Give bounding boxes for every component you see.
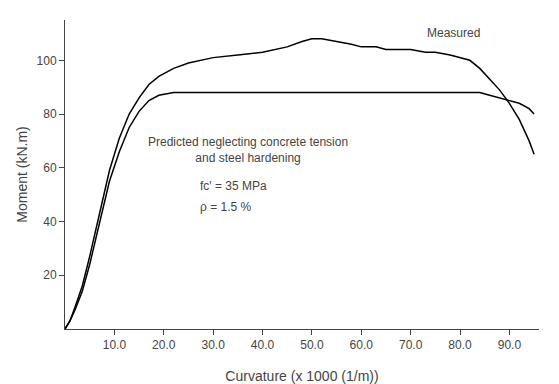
svg-text:90.0: 90.0: [498, 338, 522, 352]
svg-text:Moment (kN.m): Moment (kN.m): [14, 126, 30, 222]
svg-text:Predicted neglecting concrete: Predicted neglecting concrete tensionand…: [148, 135, 348, 165]
svg-text:20.0: 20.0: [152, 338, 176, 352]
svg-text:fc′ = 35 MPa: fc′ = 35 MPa: [200, 179, 267, 193]
svg-text:60: 60: [43, 161, 57, 175]
svg-text:50.0: 50.0: [300, 338, 324, 352]
svg-text:80: 80: [43, 107, 57, 121]
svg-text:ρ = 1.5 %: ρ = 1.5 %: [200, 200, 252, 214]
svg-text:10.0: 10.0: [103, 338, 127, 352]
svg-text:Measured: Measured: [427, 26, 480, 40]
svg-text:20: 20: [43, 268, 57, 282]
svg-text:100: 100: [37, 54, 57, 68]
svg-text:80.0: 80.0: [448, 338, 472, 352]
svg-text:30.0: 30.0: [201, 338, 225, 352]
svg-text:40.0: 40.0: [251, 338, 275, 352]
svg-text:40: 40: [43, 215, 57, 229]
svg-text:70.0: 70.0: [399, 338, 423, 352]
svg-text:60.0: 60.0: [350, 338, 374, 352]
svg-text:Curvature (x 1000 (1/m)): Curvature (x 1000 (1/m)): [225, 368, 378, 384]
